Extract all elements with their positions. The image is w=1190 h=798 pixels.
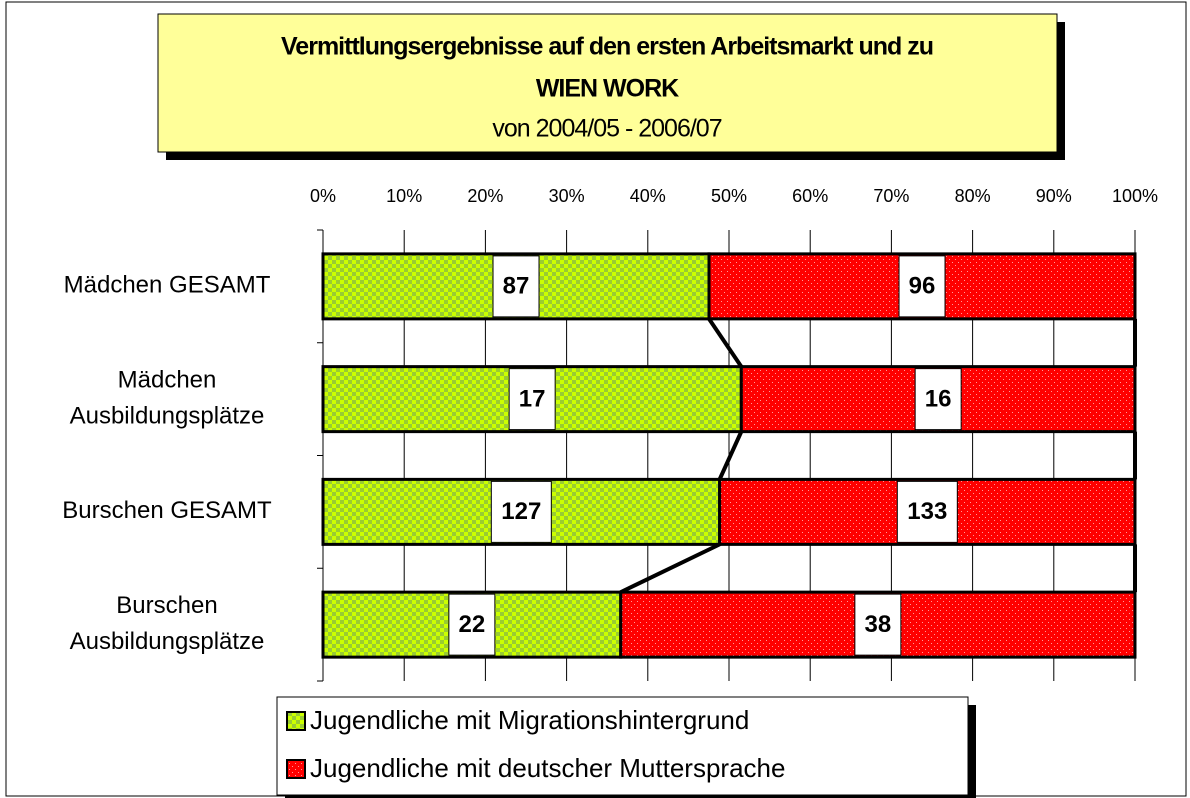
- x-tick-label: 100%: [1112, 186, 1158, 206]
- series-line: [619, 542, 721, 594]
- y-tick-label: Mädchen GESAMT: [64, 272, 271, 299]
- legend-box: [276, 696, 969, 796]
- legend-label: Jugendliche mit deutscher Muttersprache: [310, 753, 785, 783]
- legend-swatch: [286, 759, 306, 779]
- x-tick-label: 20%: [467, 186, 503, 206]
- data-label: 133: [907, 498, 947, 525]
- data-label: 87: [503, 273, 530, 300]
- data-label-box: [854, 593, 902, 656]
- x-tick-label: 80%: [955, 186, 991, 206]
- chart-title: Vermittlungsergebnisse auf den ersten Ar…: [281, 33, 933, 61]
- title-box: [157, 13, 1058, 153]
- data-label-box: [492, 255, 540, 318]
- series-line: [707, 317, 743, 368]
- x-tick-label: 40%: [630, 186, 666, 206]
- data-label-box: [914, 368, 962, 431]
- y-tick-label: Mädchen: [118, 366, 217, 393]
- data-label: 38: [865, 611, 892, 638]
- data-label-box: [448, 593, 496, 656]
- data-label: 96: [909, 273, 936, 300]
- data-label-box: [490, 480, 552, 543]
- x-tick-label: 90%: [1036, 186, 1072, 206]
- data-label: 16: [925, 385, 952, 412]
- data-label: 17: [519, 385, 546, 412]
- y-tick-label: Ausbildungsplätze: [70, 628, 265, 655]
- data-label-box: [898, 255, 946, 318]
- y-tick-label: Burschen GESAMT: [62, 497, 272, 524]
- x-tick-label: 30%: [549, 186, 585, 206]
- data-label-box: [508, 368, 556, 431]
- x-tick-label: 70%: [873, 186, 909, 206]
- data-label: 127: [501, 498, 541, 525]
- x-tick-label: 10%: [386, 186, 422, 206]
- data-label: 22: [459, 611, 486, 638]
- y-tick-label: Ausbildungsplätze: [70, 402, 265, 429]
- legend-swatch: [286, 711, 306, 731]
- chart-subtitle: von 2004/05 - 2006/07: [492, 115, 721, 143]
- x-tick-label: 60%: [792, 186, 828, 206]
- x-tick-label: 50%: [711, 186, 747, 206]
- chart-title: WIEN WORK: [536, 75, 679, 103]
- legend-label: Jugendliche mit Migrationshintergrund: [310, 705, 749, 735]
- y-tick-label: Burschen: [116, 592, 217, 619]
- x-tick-label: 0%: [310, 186, 336, 206]
- data-label-box: [896, 480, 958, 543]
- series-line: [717, 430, 744, 481]
